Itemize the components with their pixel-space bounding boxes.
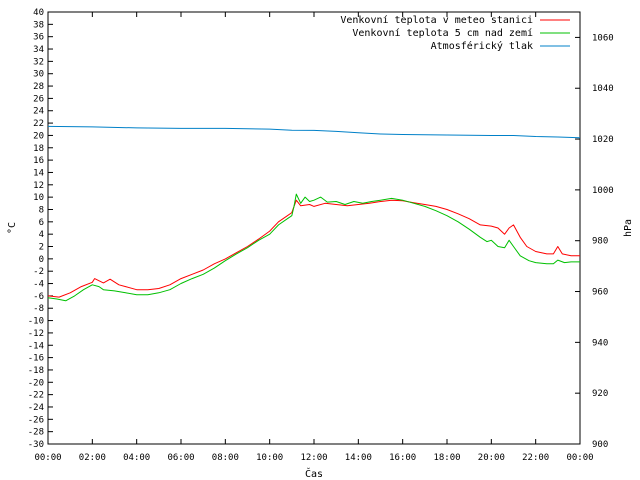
y-axis-right-ticks: 900 920 940 960 980 1000 1020 1040 1060 (575, 33, 614, 450)
x-tick-label: 22:00 (522, 453, 549, 463)
y-tick-label: 14 (33, 168, 44, 178)
y-tick-label: 0 (39, 255, 44, 265)
y-tick-label: -4 (33, 280, 44, 290)
x-tick-label: 14:00 (345, 453, 372, 463)
legend: Venkovní teplota v meteo staniciVenkovní… (340, 14, 570, 52)
y-tick-label: -12 (28, 329, 44, 339)
y-tick-label: 38 (33, 20, 44, 30)
x-axis-title: Čas (305, 467, 323, 480)
x-tick-label: 20:00 (478, 453, 505, 463)
legend-label-2: Venkovní teplota 5 cm nad zemí (352, 27, 533, 39)
series-lines (47, 125, 581, 302)
y-tick-label: 4 (39, 230, 44, 240)
y-axis-left-title: °C (7, 222, 18, 234)
y-tick-label: -22 (28, 391, 44, 401)
y-tick-label: 8 (39, 205, 44, 215)
y-tick-label: 24 (33, 107, 44, 117)
y-tick-label: 30 (33, 70, 44, 80)
y-tick-label: -20 (28, 378, 44, 388)
x-tick-label: 08:00 (212, 453, 239, 463)
x-tick-label: 00:00 (34, 453, 61, 463)
x-tick-label: 06:00 (167, 453, 194, 463)
y-tick-label: 10 (33, 193, 44, 203)
y-tick-label: 20 (33, 131, 44, 141)
y-tick-label: -14 (28, 341, 44, 351)
x-tick-label: 00:00 (566, 453, 593, 463)
y-tick-label: -26 (28, 415, 44, 425)
y2-tick-label: 920 (592, 389, 608, 399)
y-tick-label: -16 (28, 354, 44, 364)
series-line-3 (47, 125, 581, 139)
y-tick-label: -8 (33, 304, 44, 314)
y-tick-label: 22 (33, 119, 44, 129)
y-tick-label: 26 (33, 94, 44, 104)
y2-tick-label: 1040 (592, 84, 614, 94)
y2-tick-label: 940 (592, 338, 608, 348)
y-tick-label: 6 (39, 218, 44, 228)
y-tick-label: -24 (28, 403, 44, 413)
y-axis-left-ticks: -30-28-26-24-22-20-18-16-14-12-10-8-6-4-… (28, 8, 53, 450)
y-tick-label: -18 (28, 366, 44, 376)
y-tick-label: 18 (33, 144, 44, 154)
y2-tick-label: 980 (592, 237, 608, 247)
y-tick-label: -30 (28, 440, 44, 450)
y-tick-label: 36 (33, 33, 44, 43)
y-tick-label: 2 (39, 243, 44, 253)
x-tick-label: 02:00 (79, 453, 106, 463)
x-tick-label: 16:00 (389, 453, 416, 463)
y-tick-label: -2 (33, 267, 44, 277)
series-line-2 (47, 193, 580, 302)
x-axis-ticks: 00:00 02:00 04:00 06:00 08:00 10:00 12:00 14:00… (34, 12, 594, 463)
x-tick-label: 12:00 (300, 453, 327, 463)
y-tick-label: 28 (33, 82, 44, 92)
y-tick-label: -6 (33, 292, 44, 302)
y-tick-label: 12 (33, 181, 44, 191)
y2-tick-label: 960 (592, 288, 608, 298)
y-tick-label: -10 (28, 317, 44, 327)
y2-tick-label: 1060 (592, 33, 614, 43)
y-axis-right-title: hPa (623, 219, 634, 237)
x-tick-label: 10:00 (256, 453, 283, 463)
y-tick-label: -28 (28, 428, 44, 438)
y2-tick-label: 900 (592, 440, 608, 450)
x-tick-label: 18:00 (433, 453, 460, 463)
y2-tick-label: 1020 (592, 135, 614, 145)
x-tick-label: 04:00 (123, 453, 150, 463)
y2-tick-label: 1000 (592, 186, 614, 196)
plot-frame (47, 11, 581, 445)
y-tick-label: 40 (33, 8, 44, 18)
legend-label-1: Venkovní teplota v meteo stanici (340, 14, 533, 26)
legend-label-3: Atmosférický tlak (431, 40, 533, 52)
y-tick-label: 34 (33, 45, 44, 55)
y-tick-label: 16 (33, 156, 44, 166)
series-line-1 (47, 199, 580, 298)
y-tick-label: 32 (33, 57, 44, 67)
